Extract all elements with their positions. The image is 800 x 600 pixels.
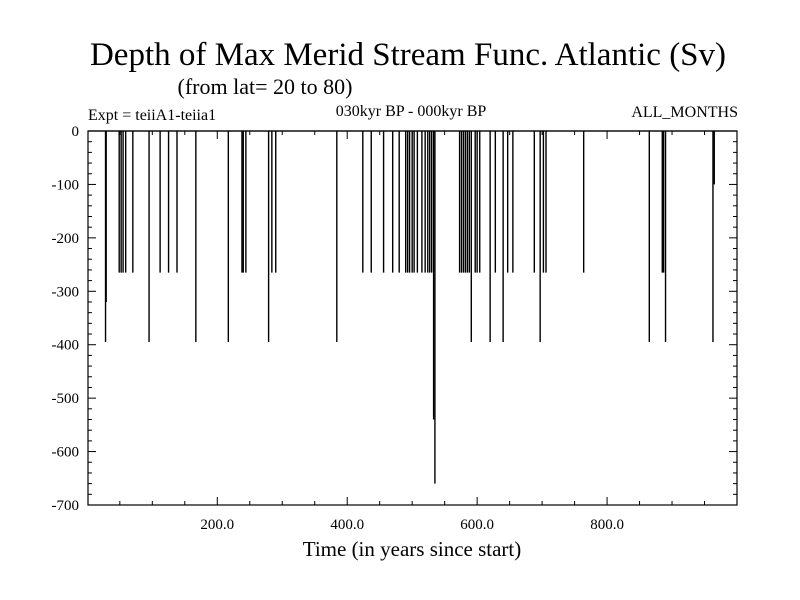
x-tick-label: 400.0 (330, 517, 364, 533)
x-axis: 200.0 400.0 600.0 800.0 (119, 131, 706, 533)
y-tick-label: -500 (52, 391, 80, 407)
y-tick-label: -400 (52, 338, 80, 354)
months-label: ALL_MONTHS (631, 104, 738, 121)
period-label: 030kyr BP - 000kyr BP (336, 103, 487, 120)
y-tick-label: -100 (52, 177, 80, 193)
x-axis-label: Time (in years since start) (303, 537, 522, 561)
y-tick-label: -600 (52, 445, 80, 461)
y-tick-label: 0 (72, 124, 80, 140)
y-tick-label: -700 (52, 498, 80, 514)
chart-subtitle: (from lat= 20 to 80) (178, 74, 353, 99)
y-tick-label: -200 (52, 231, 80, 247)
y-tick-label: -300 (52, 284, 80, 300)
chart-title: Depth of Max Merid Stream Func. Atlantic… (90, 37, 726, 73)
x-tick-label: 200.0 (200, 517, 234, 533)
expt-label: Expt = teiiA1-teiia1 (88, 107, 216, 124)
x-tick-label: 600.0 (460, 517, 494, 533)
plot-area (88, 130, 737, 484)
x-tick-label: 800.0 (590, 517, 624, 533)
y-axis: 0 -100 -200 -300 -400 -500 -600 -700 (52, 124, 737, 514)
